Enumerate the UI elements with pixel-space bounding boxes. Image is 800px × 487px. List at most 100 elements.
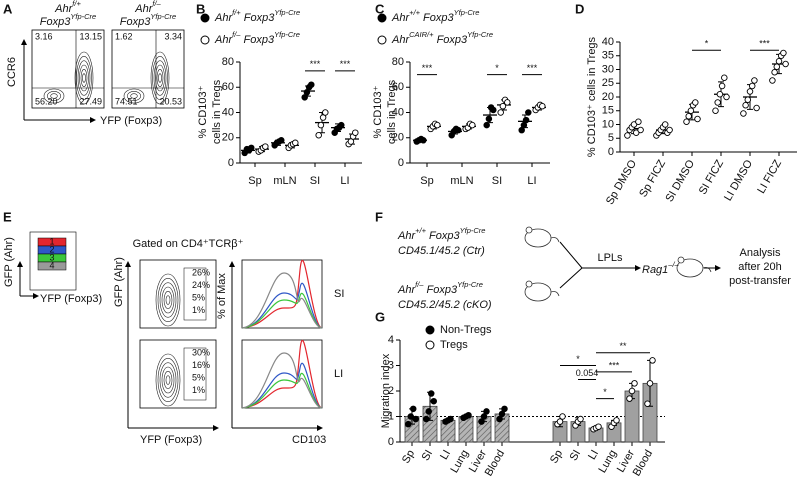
y-axis-label: % CD103⁺ [372,85,384,138]
data-point [718,82,726,90]
contour [77,60,91,96]
legend-label-part: Ahr [214,12,233,24]
data-point [744,96,752,103]
data-point [322,109,329,116]
y-axis-label: cells in Tregs [211,79,223,144]
data-point [412,415,420,423]
data-point [716,90,724,98]
mouse-tail [550,291,560,297]
data-point [420,137,427,144]
contour [165,375,171,385]
histogram [241,283,323,329]
contour [80,69,88,87]
data-point [666,126,673,134]
contour [153,60,167,96]
data-point [248,144,255,152]
x-tick-label: mLN [273,175,296,187]
data-point [485,115,493,123]
legend-label-part: Tregs [440,339,468,351]
y-axis-label: cells in Tregs [386,79,398,144]
gate-label: 2 [49,244,54,254]
contour [157,358,179,402]
donor-genotype: Ahr+/+ Foxp3Yfp-Cre [397,226,485,241]
plot-title-part: f/– [152,0,161,8]
contour [82,73,86,83]
plot-subtitle: Foxp3Yfp-Cre [40,12,96,27]
legend-label-part: +/+ [409,8,420,17]
contour [161,366,175,394]
data-point [447,415,454,423]
x-tick-label: SI [492,175,502,187]
y-tick-label: 40 [392,106,404,118]
histogram [241,272,323,329]
donor-cells: CD45.2/45.2 (cKO) [398,299,492,311]
contour [163,371,173,389]
y-axis-label: % of Max [216,273,228,319]
y-axis-label: % CD103⁺ cells in Tregs [586,36,598,157]
data-point [292,139,299,147]
contour [50,93,58,99]
contour [155,273,181,327]
contour [74,51,94,105]
mouse-tail [550,237,560,243]
y-tick-label: 1 [388,410,394,422]
quadrant-value: 74.51 [115,96,138,106]
data-point [315,131,322,139]
data-point [773,63,781,71]
x-tick-label: LI [340,175,349,187]
legend-label: Non-Tregs [440,324,492,336]
y-tick-label: 15 [602,105,614,117]
plot-subtitle-part: Yfp-Cre [150,12,176,21]
recipient-label-part: Rag1 [642,264,668,276]
data-point [694,115,701,123]
data-point [455,126,462,134]
bar [458,416,474,443]
legend-label-part: Yfp-Cre [274,30,300,39]
legend-label-part: Foxp3 [240,34,275,46]
y-tick-label: 20 [222,132,234,144]
x-tick-label: Lung [596,448,619,475]
y-axis-label: % CD103⁺ [197,85,209,138]
legend-label-part: CAIR/+ [409,30,434,39]
data-point [469,121,476,129]
contour [163,291,173,309]
y-tick-label: 35 [602,50,614,62]
data-point [775,58,783,65]
x-tick-label: SI DMSO [663,158,697,205]
significance-label: *** [340,59,351,69]
panel-label: E [3,209,12,224]
data-point [317,121,325,129]
donor-genotype-part: Foxp3 [423,284,458,296]
data-point [624,132,631,139]
data-point [434,121,441,129]
recipient-label: Rag1–/– [642,260,680,275]
data-point [748,82,756,90]
significance-label: *** [310,59,321,69]
panel-label: F [375,209,383,224]
data-point [780,49,787,57]
y-tick-label: 20 [602,91,614,103]
legend-marker [200,35,210,45]
legend-label-part: Foxp3 [434,34,469,46]
data-point [646,380,654,387]
data-point [559,413,566,420]
connector [559,241,583,269]
hist-frame [241,259,323,329]
data-point [751,77,758,84]
significance-label: *** [759,39,770,49]
contour [155,353,181,407]
data-point [405,420,412,428]
y-tick-label: 0 [608,146,614,158]
mouse-ear [525,280,533,288]
x-tick-label: SI FICZ [697,158,726,197]
plot-title-part: Ahr [54,3,73,15]
y-tick-label: 10 [602,118,614,130]
donor-genotype-part: f/– [415,280,424,289]
gate-label: 4 [49,260,54,270]
contour [47,91,61,101]
data-point [522,116,530,124]
x-tick-label: LI [586,448,601,462]
legend-label-part: Ahr [391,34,410,46]
data-point [430,397,438,405]
plot-subtitle-part: Yfp-Cre [70,12,96,21]
